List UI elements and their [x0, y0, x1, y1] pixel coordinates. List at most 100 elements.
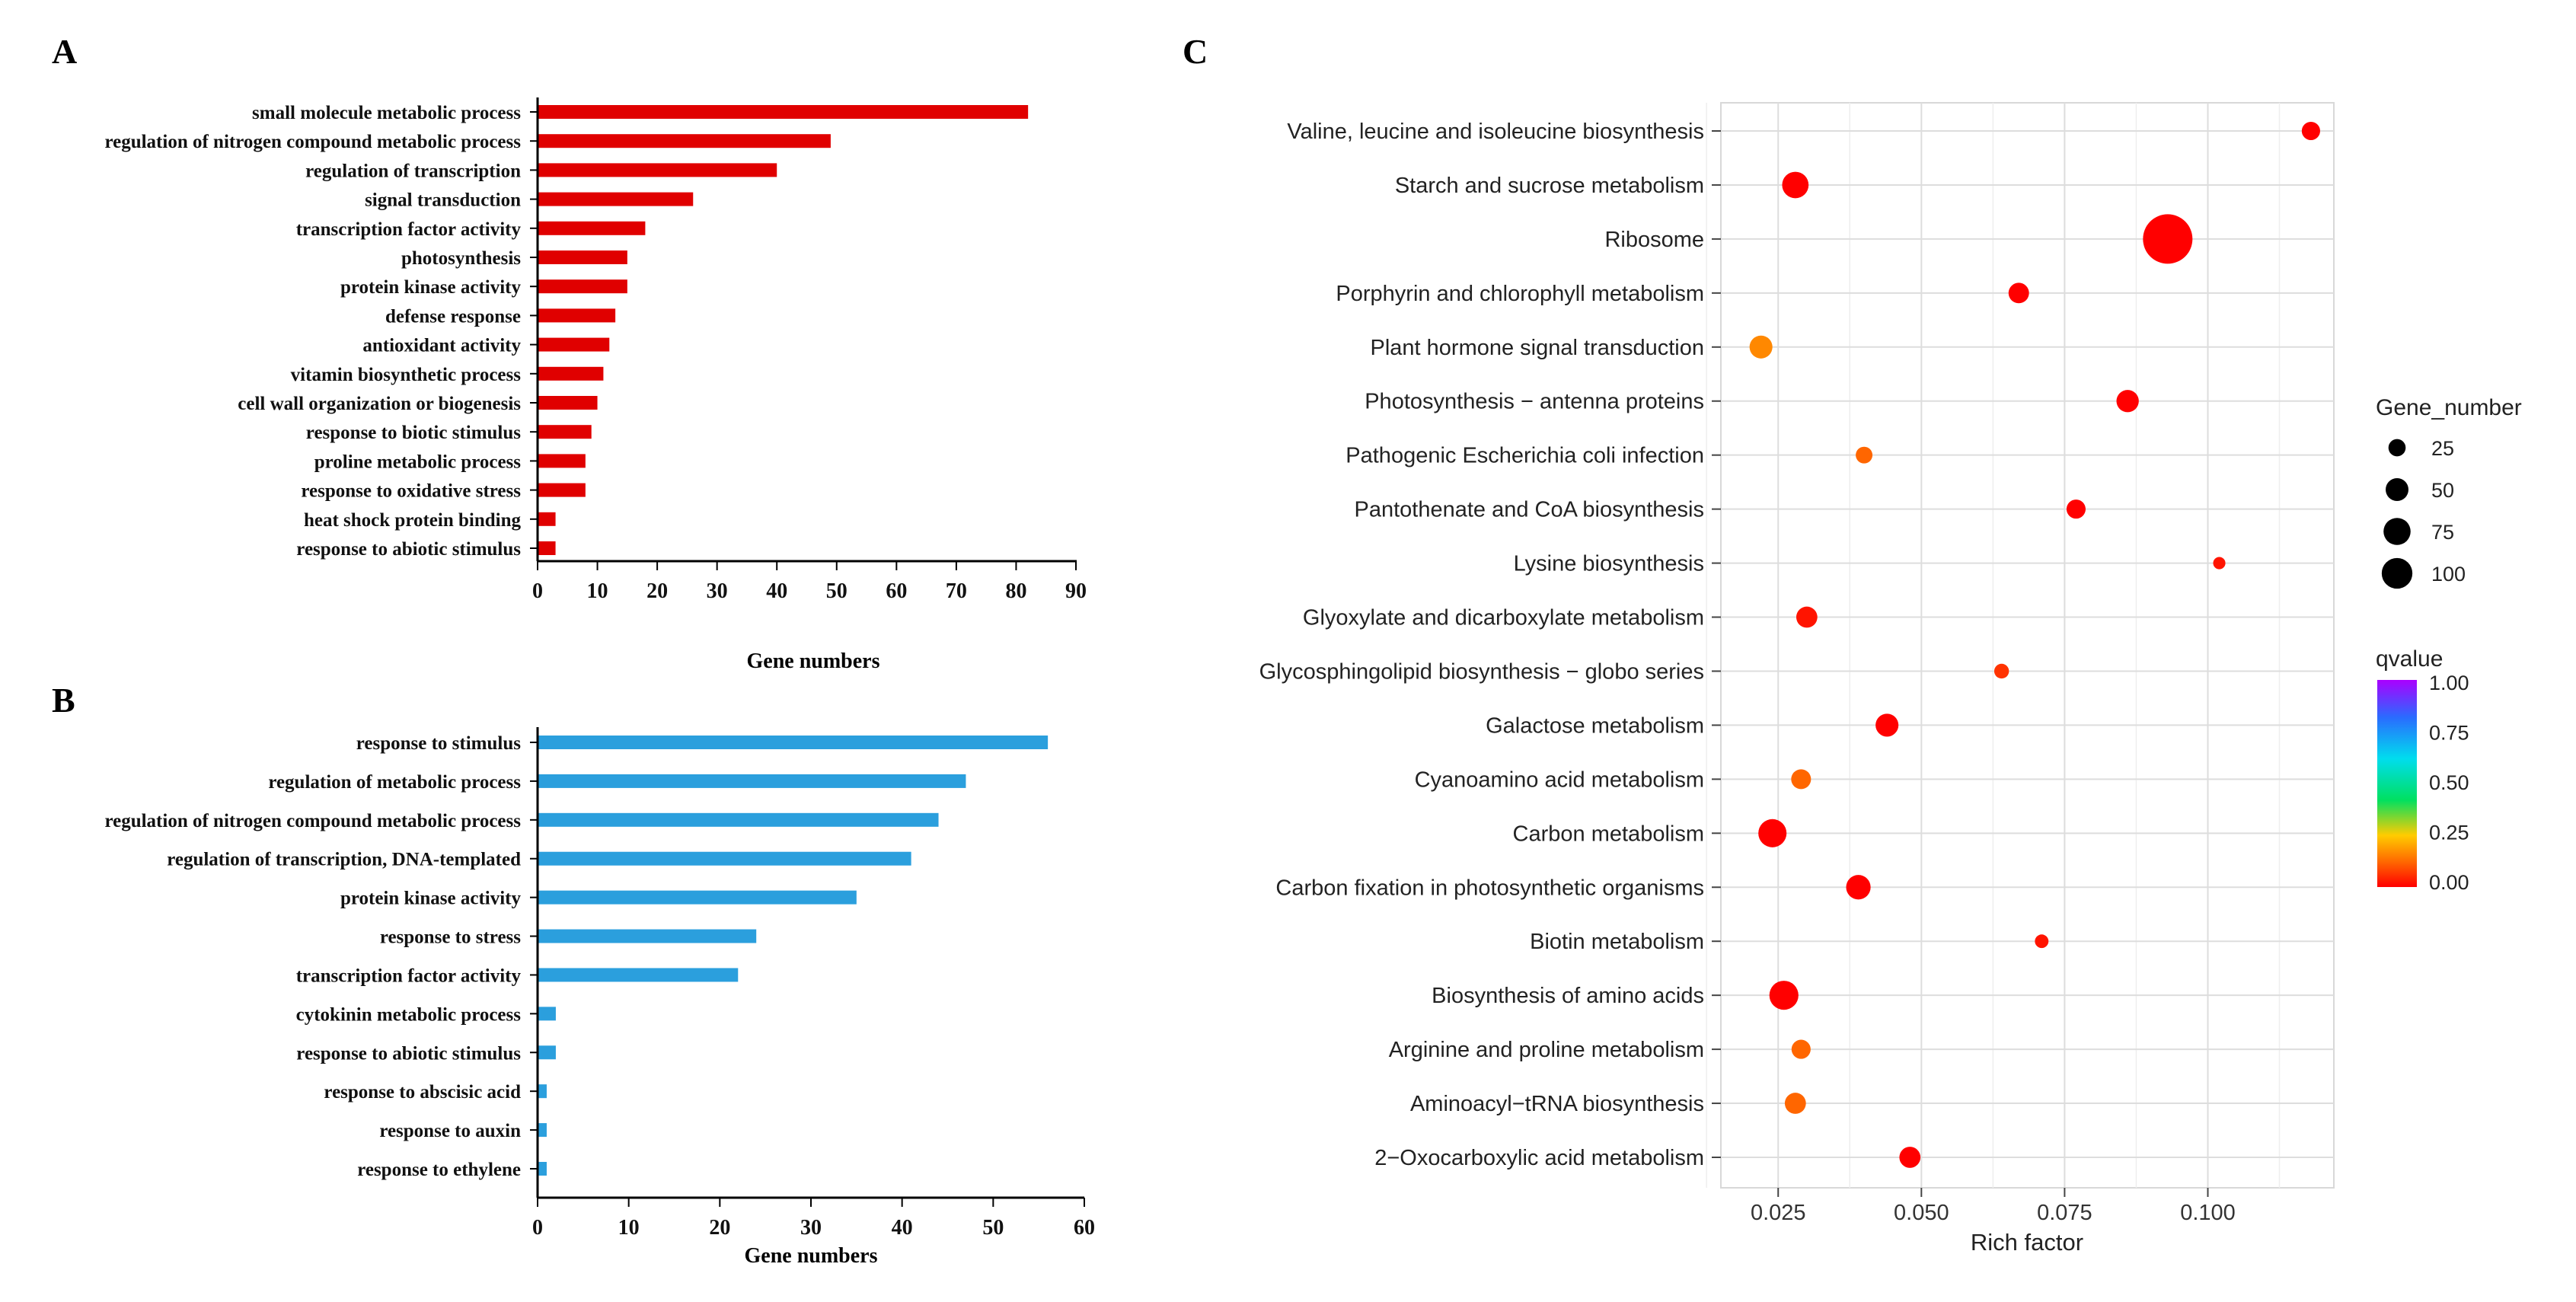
x-tick-label: 0: [532, 1216, 543, 1240]
panel-a-x-label: Gene numbers: [747, 649, 880, 673]
x-tick-label: 0.100: [2180, 1201, 2236, 1225]
category-label: transcription factor activity: [296, 965, 522, 986]
x-tick-label: 20: [646, 579, 668, 603]
bar: [538, 1007, 556, 1021]
pathway-label: Plant hormone signal transduction: [1371, 336, 1704, 360]
panel-b-x-label: Gene numbers: [745, 1244, 878, 1268]
category-label: small molecule metabolic process: [252, 103, 521, 123]
category-label: response to ethylene: [357, 1160, 521, 1180]
bar: [538, 396, 598, 410]
bar: [538, 929, 757, 943]
colorbar-label: 0.50: [2429, 771, 2469, 794]
size-legend-label: 100: [2431, 563, 2466, 586]
pathway-label: Ribosome: [1604, 228, 1704, 252]
bar: [538, 221, 646, 235]
bubble: [1791, 769, 1811, 790]
bubble: [1846, 875, 1871, 900]
x-tick-label: 30: [707, 579, 728, 603]
bubble: [1856, 446, 1873, 464]
bubble: [2116, 390, 2139, 413]
category-label: antioxidant activity: [362, 336, 521, 356]
bar: [538, 512, 556, 526]
bar: [538, 483, 586, 497]
x-tick-label: 60: [886, 579, 907, 603]
x-tick-label: 40: [766, 579, 787, 603]
category-label: signal transduction: [365, 190, 521, 211]
bar: [538, 890, 857, 905]
bar: [538, 279, 627, 294]
bar: [538, 105, 1029, 119]
pathway-label: Cyanoamino acid metabolism: [1415, 767, 1704, 792]
x-tick-label: 40: [892, 1216, 913, 1240]
size-legend-dot: [2383, 518, 2411, 545]
bar: [538, 308, 616, 323]
bar: [538, 251, 627, 264]
category-label: response to oxidative stress: [301, 481, 521, 502]
category-label: response to abiotic stimulus: [296, 539, 521, 560]
bar: [538, 812, 939, 827]
category-label: protein kinase activity: [340, 277, 522, 298]
x-tick-label: 0: [532, 579, 543, 603]
bubble: [2066, 499, 2086, 519]
size-legend-label: 75: [2431, 521, 2454, 544]
category-label: response to abiotic stimulus: [296, 1043, 521, 1064]
x-tick-label: 0.050: [1894, 1201, 1949, 1225]
size-legend-dot: [2386, 478, 2408, 501]
pathway-label: Biosynthesis of amino acids: [1432, 984, 1704, 1008]
x-tick-label: 0.075: [2037, 1201, 2092, 1225]
colorbar-label: 1.00: [2429, 672, 2469, 694]
gene-number-legend-title: Gene_number: [2376, 395, 2522, 420]
size-legend-label: 25: [2431, 437, 2454, 460]
category-label: response to auxin: [379, 1121, 521, 1141]
panel-label-a: A: [52, 32, 77, 71]
category-label: defense response: [385, 306, 521, 327]
panel-c-plot-area: [1720, 102, 2335, 1189]
category-label: vitamin biosynthetic process: [291, 365, 522, 385]
bubble: [1791, 1039, 1811, 1059]
bar: [538, 851, 911, 866]
pathway-label: Photosynthesis − antenna proteins: [1365, 390, 1704, 414]
bar: [538, 337, 610, 352]
qvalue-legend: qvalue 1.00 0.75 0.50 0.25 0.00: [2376, 646, 2469, 894]
panel-c-bubble-chart: 0.025 0.050 0.075 0.100 Valine, leucine and…: [1259, 102, 2522, 1256]
pathway-label: Aminoacyl−tRNA biosynthesis: [1410, 1092, 1704, 1116]
bubble: [1875, 713, 1899, 737]
category-label: regulation of nitrogen compound metaboli…: [104, 811, 521, 831]
colorbar-label: 0.75: [2429, 722, 2469, 745]
bar: [538, 454, 586, 468]
pathway-label: Glycosphingolipid biosynthesis − globo s…: [1259, 659, 1704, 684]
bar: [538, 163, 777, 177]
bubble: [1899, 1147, 1921, 1168]
size-legend-label: 50: [2431, 479, 2454, 502]
bar: [538, 1045, 556, 1060]
panel-c-x-label: Rich factor: [1971, 1229, 2083, 1256]
x-tick-label: 80: [1005, 579, 1026, 603]
category-label: heat shock protein binding: [304, 510, 522, 531]
bubble: [2301, 121, 2320, 141]
bar: [538, 192, 694, 206]
category-label: transcription factor activity: [296, 219, 522, 240]
pathway-label: Carbon fixation in photosynthetic organi…: [1275, 876, 1704, 900]
bubble: [2035, 934, 2049, 949]
x-tick-label: 60: [1074, 1216, 1095, 1240]
bar: [538, 1084, 547, 1099]
pathway-label: Pathogenic Escherichia coli infection: [1345, 444, 1704, 468]
category-label: regulation of metabolic process: [268, 772, 521, 793]
panel-label-c: C: [1183, 32, 1208, 71]
bubble: [2143, 214, 2193, 264]
x-tick-label: 0.025: [1751, 1201, 1806, 1225]
category-label: regulation of nitrogen compound metaboli…: [104, 132, 521, 152]
x-tick-label: 10: [618, 1216, 640, 1240]
bubble: [2213, 557, 2226, 570]
pathway-label: Valine, leucine and isoleucine biosynthe…: [1287, 120, 1704, 144]
pathway-label: Galactose metabolism: [1486, 713, 1704, 738]
category-label: response to stimulus: [356, 733, 522, 754]
category-label: photosynthesis: [401, 248, 521, 269]
bar: [538, 968, 739, 982]
bubble: [1758, 819, 1787, 847]
colorbar-label: 0.00: [2429, 871, 2469, 894]
x-tick-label: 50: [826, 579, 847, 603]
bubble: [2008, 282, 2029, 304]
pathway-label: Porphyrin and chlorophyll metabolism: [1336, 282, 1704, 306]
qvalue-colorbar: [2377, 680, 2417, 887]
